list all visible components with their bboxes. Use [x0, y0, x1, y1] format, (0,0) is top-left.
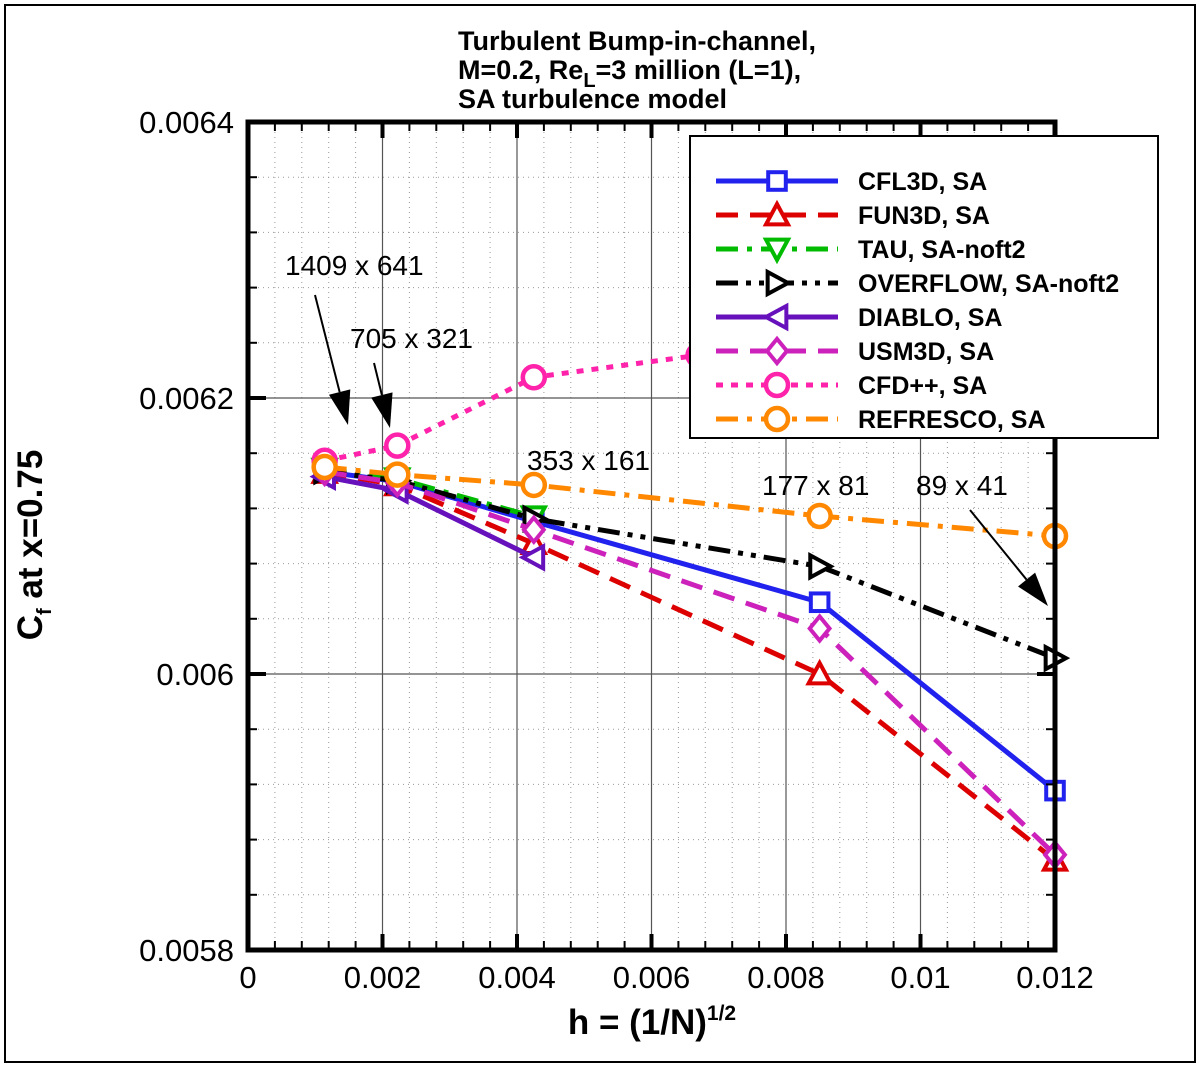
annotation-arrow-line: [314, 294, 341, 393]
series-line: [324, 466, 535, 520]
legend-item[interactable]: CFL3D, SA: [716, 168, 987, 196]
legend-label: REFRESCO, SA: [858, 406, 1046, 434]
y-axis-title-rest: at x=0.75: [11, 450, 50, 609]
legend-item[interactable]: TAU, SA-noft2: [716, 236, 1026, 265]
marker-circle: [520, 364, 548, 391]
annotations-layer: 1409 x 641 705 x 321 353 x 161 177 x 81 89 x…: [285, 250, 1048, 606]
grid-size-annotation: 353 x 161: [527, 445, 650, 476]
title-m-re: M=0.2, Re: [458, 55, 583, 85]
marker-triangle-left: [761, 302, 789, 332]
legend-item[interactable]: USM3D, SA: [716, 335, 994, 367]
x-axis-title-exponent: 1/2: [707, 1002, 736, 1025]
marker-triangle-down: [762, 237, 792, 265]
annotation-arrow-head: [1018, 572, 1048, 606]
axes-layer: [245, 119, 1058, 953]
y-axis-tick-label: 0.0064: [139, 105, 234, 140]
marker-circle: [763, 371, 791, 399]
series-line: [324, 470, 1057, 863]
text-layer: 0 0.002 0.004 0.006 0.008 0.01 0.012 0.0058 0.00…: [11, 26, 1094, 1042]
series-fun3d: [310, 457, 1070, 872]
marker-circle: [384, 461, 411, 488]
grid-size-annotation: 89 x 41: [916, 470, 1008, 501]
annotation-arrow-head: [328, 389, 351, 425]
x-axis-tick-label: 0.008: [747, 960, 825, 995]
legend-item[interactable]: OVERFLOW, SA-noft2: [716, 268, 1119, 298]
series-cfl3d: [313, 461, 1066, 802]
series-cfd-: [311, 341, 712, 475]
marker-circle: [520, 471, 548, 499]
legend-item[interactable]: REFRESCO, SA: [716, 405, 1046, 434]
y-axis-tick-label: 0.006: [156, 657, 234, 692]
marker-diamond: [521, 514, 547, 546]
x-axis-tick-label: 0.01: [890, 960, 950, 995]
marker-diamond: [764, 335, 790, 367]
marker-circle: [311, 453, 338, 481]
title-re-subscript: L: [583, 70, 595, 92]
x-axis-tick-label: 0: [239, 960, 256, 995]
series-line: [324, 469, 1057, 793]
marker-triangle-right: [808, 552, 835, 581]
x-axis-tick-label: 0.004: [478, 960, 556, 995]
x-axis-tick-label: 0.012: [1016, 960, 1094, 995]
series-line: [324, 469, 1057, 857]
legend-item[interactable]: CFD++, SA: [716, 371, 987, 400]
legend-label: CFL3D, SA: [858, 168, 987, 196]
annotation-arrow-line: [373, 362, 383, 396]
legend-label: DIABLO, SA: [858, 304, 1002, 332]
legend-label: CFD++, SA: [858, 372, 987, 400]
marker-circle: [806, 502, 833, 530]
y-axis-title-subscript: f: [34, 608, 56, 615]
marker-circle: [763, 405, 791, 433]
legend-label: USM3D, SA: [858, 338, 994, 366]
x-axis-tick-label: 0.002: [344, 960, 422, 995]
marker-square: [808, 591, 831, 614]
marker-triangle-left: [518, 543, 546, 572]
y-axis-title-main: C: [11, 615, 50, 640]
grid-layer: [247, 121, 1056, 951]
title-re-rest: =3 million (L=1),: [596, 55, 802, 85]
y-axis-title: Cf at x=0.75: [11, 450, 56, 641]
grid-size-annotation: 1409 x 641: [285, 250, 424, 281]
grid-size-annotation: 177 x 81: [762, 470, 869, 501]
annotation-arrow-head: [371, 392, 393, 428]
marker-triangle-right: [765, 268, 793, 298]
legend: CFL3D, SA FUN3D, SA TAU, SA-noft2 OVERFLOW,…: [689, 135, 1159, 439]
x-axis-title: h = (1/N)1/2: [568, 1002, 736, 1042]
x-axis-title-main: h = (1/N): [568, 1003, 707, 1042]
y-axis-tick-label: 0.0058: [139, 933, 234, 968]
grid-size-annotation: 705 x 321: [350, 323, 473, 354]
marker-diamond: [807, 613, 833, 644]
marker-triangle-up: [805, 658, 834, 686]
x-axis-tick-label: 0.006: [613, 960, 691, 995]
legend-label: OVERFLOW, SA-noft2: [858, 270, 1119, 298]
series-usm3d: [312, 456, 1068, 871]
y-axis-tick-label: 0.0062: [139, 381, 234, 416]
chart-title-line-3: SA turbulence model: [458, 84, 727, 114]
legend-item[interactable]: DIABLO, SA: [716, 302, 1002, 332]
chart-title-line-1: Turbulent Bump-in-channel,: [458, 26, 816, 56]
legend-item[interactable]: FUN3D, SA: [716, 199, 990, 230]
annotation-arrow-line: [969, 509, 1028, 581]
legend-label: FUN3D, SA: [858, 202, 990, 230]
chart-title-line-2: M=0.2, ReL=3 million (L=1),: [458, 55, 801, 92]
marker-square: [766, 170, 788, 192]
series-line: [324, 464, 1056, 539]
legend-label: TAU, SA-noft2: [858, 236, 1026, 264]
marker-triangle-up: [762, 199, 792, 227]
series-line: [324, 352, 699, 464]
marker-circle: [384, 432, 411, 459]
page-border: [4, 4, 1196, 1063]
